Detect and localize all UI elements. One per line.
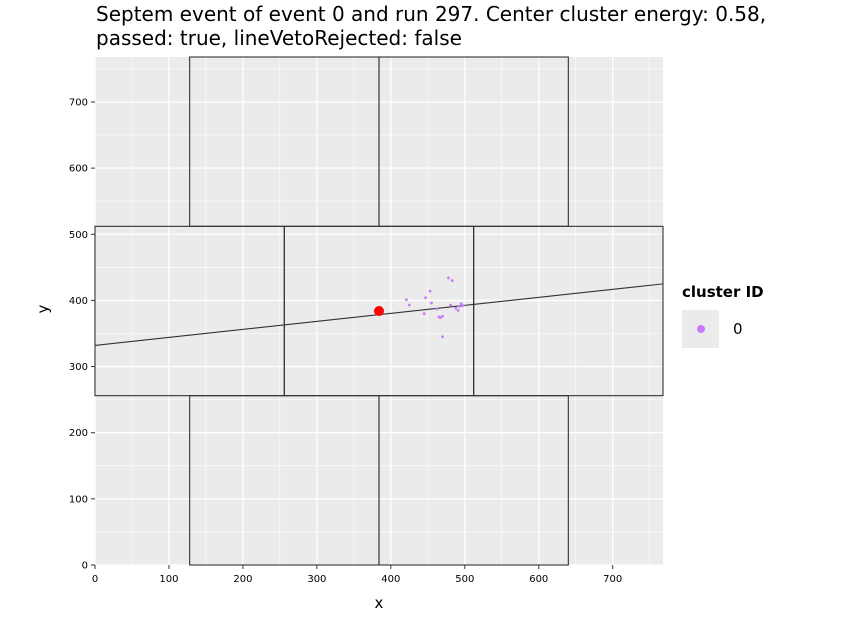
data-point [430,301,433,305]
data-point [447,276,450,280]
data-point [422,312,426,316]
data-point [459,302,463,306]
chip-outline-6 [378,395,569,566]
data-point [449,303,453,307]
y-tick-label: 600 [69,164,88,175]
y-axis-label: y [34,304,52,313]
data-point [441,335,445,339]
data-point [407,303,411,307]
legend-dot-icon [697,325,705,333]
y-tick-label: 100 [69,494,88,505]
data-point [456,308,460,312]
legend-item: 0 [682,310,802,348]
x-axis-label: x [375,594,384,612]
y-tick-label: 500 [69,230,88,241]
legend: cluster ID 0 [682,282,802,348]
x-tick-label: 200 [233,574,252,585]
x-tick-label: 700 [603,574,622,585]
data-point [404,298,408,302]
data-point [454,306,458,310]
legend-key [682,310,719,348]
y-tick-label: 200 [69,428,88,439]
data-point [461,304,465,308]
x-tick-label: 600 [529,574,548,585]
y-tick-label: 400 [69,296,88,307]
data-point [428,289,432,293]
x-tick-label: 100 [159,574,178,585]
data-point [424,296,427,300]
x-tick-label: 400 [381,574,400,585]
chart-title-line-1: Septem event of event 0 and run 297. Cen… [96,2,767,26]
data-point [441,314,445,318]
x-tick-label: 300 [307,574,326,585]
data-point [438,316,442,320]
data-point [450,279,454,282]
x-tick-label: 500 [455,574,474,585]
y-tick-label: 700 [69,97,88,108]
legend-title: cluster ID [682,283,764,301]
chart-title-line-2: passed: true, lineVetoRejected: false [96,26,462,50]
y-tick-label: 300 [69,362,88,373]
y-tick-label: 0 [82,561,88,572]
x-tick-label: 0 [92,574,98,585]
chart-title: Septem event of event 0 and run 297. Cen… [96,2,766,50]
data-point [458,304,462,308]
data-point [435,307,439,311]
legend-item-label: 0 [733,320,743,338]
center-point [374,306,384,316]
